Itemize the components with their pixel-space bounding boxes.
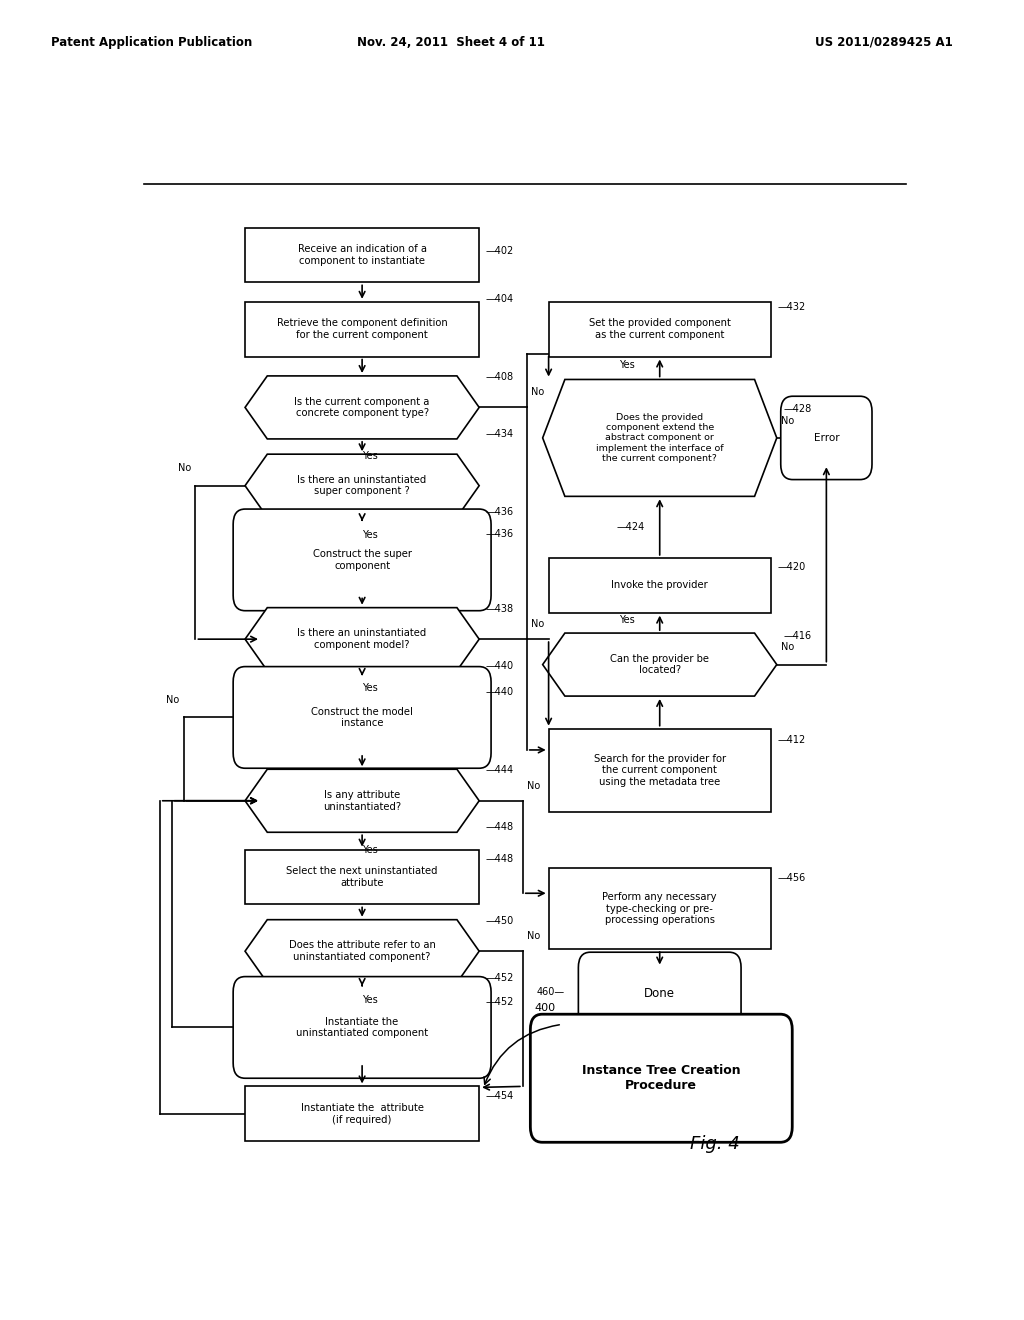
Polygon shape	[245, 454, 479, 517]
Text: US 2011/0289425 A1: US 2011/0289425 A1	[814, 36, 952, 49]
Text: Instantiate the
uninstantiated component: Instantiate the uninstantiated component	[296, 1016, 428, 1039]
Polygon shape	[543, 634, 777, 696]
FancyBboxPatch shape	[233, 667, 492, 768]
Polygon shape	[543, 379, 777, 496]
Text: —450: —450	[485, 916, 514, 925]
Text: Yes: Yes	[362, 682, 378, 693]
FancyBboxPatch shape	[549, 867, 771, 949]
Text: No: No	[780, 643, 794, 652]
Text: Yes: Yes	[362, 995, 378, 1005]
FancyBboxPatch shape	[579, 952, 741, 1036]
Text: Construct the super
component: Construct the super component	[312, 549, 412, 570]
Text: Instantiate the  attribute
(if required): Instantiate the attribute (if required)	[301, 1104, 424, 1125]
Text: Retrieve the component definition
for the current component: Retrieve the component definition for th…	[276, 318, 447, 341]
Text: —436: —436	[485, 507, 514, 517]
FancyBboxPatch shape	[530, 1014, 793, 1142]
Polygon shape	[245, 607, 479, 671]
FancyBboxPatch shape	[549, 558, 771, 612]
FancyBboxPatch shape	[245, 227, 479, 282]
FancyBboxPatch shape	[233, 510, 492, 611]
Text: No: No	[166, 696, 179, 705]
Text: Does the provided
component extend the
abstract component or
implement the inter: Does the provided component extend the a…	[596, 413, 724, 463]
Polygon shape	[245, 770, 479, 833]
Text: —456: —456	[777, 873, 806, 883]
Text: —432: —432	[777, 302, 806, 312]
Text: —428: —428	[783, 404, 811, 414]
FancyBboxPatch shape	[245, 850, 479, 904]
Text: —440: —440	[485, 686, 514, 697]
Text: No: No	[530, 387, 544, 397]
Text: Yes: Yes	[362, 845, 378, 854]
Text: Is the current component a
concrete component type?: Is the current component a concrete comp…	[295, 396, 430, 418]
Text: Yes: Yes	[618, 360, 634, 370]
Text: No: No	[526, 780, 540, 791]
FancyBboxPatch shape	[245, 1086, 479, 1142]
FancyBboxPatch shape	[549, 302, 771, 356]
Text: —424: —424	[616, 523, 644, 532]
Text: —440: —440	[485, 660, 514, 671]
Text: Instance Tree Creation
Procedure: Instance Tree Creation Procedure	[582, 1064, 740, 1092]
Text: —434: —434	[485, 429, 514, 438]
Text: —452: —452	[485, 997, 514, 1007]
Text: Is there an uninstantiated
super component ?: Is there an uninstantiated super compone…	[298, 475, 427, 496]
Text: —448: —448	[485, 822, 514, 832]
Text: Error: Error	[813, 433, 840, 444]
FancyBboxPatch shape	[549, 729, 771, 812]
Text: —402: —402	[485, 246, 514, 256]
Text: Construct the model
instance: Construct the model instance	[311, 706, 413, 729]
Text: Set the provided component
as the current component: Set the provided component as the curren…	[589, 318, 731, 341]
Text: Does the attribute refer to an
uninstantiated component?: Does the attribute refer to an uninstant…	[289, 940, 435, 962]
Text: —412: —412	[777, 735, 806, 744]
Text: —436: —436	[485, 529, 514, 540]
Text: No: No	[526, 931, 540, 941]
Text: Done: Done	[644, 987, 675, 1001]
Text: No: No	[780, 416, 794, 425]
Text: —438: —438	[485, 603, 514, 614]
Text: —416: —416	[783, 631, 811, 642]
Text: Fig. 4: Fig. 4	[690, 1135, 740, 1154]
FancyBboxPatch shape	[245, 302, 479, 356]
FancyBboxPatch shape	[780, 396, 872, 479]
Text: Patent Application Publication: Patent Application Publication	[51, 36, 253, 49]
Text: Nov. 24, 2011  Sheet 4 of 11: Nov. 24, 2011 Sheet 4 of 11	[356, 36, 545, 49]
Text: —444: —444	[485, 766, 514, 775]
Polygon shape	[245, 376, 479, 440]
Text: Search for the provider for
the current component
using the metadata tree: Search for the provider for the current …	[594, 754, 726, 787]
Text: Is any attribute
uninstantiated?: Is any attribute uninstantiated?	[323, 789, 401, 812]
Polygon shape	[245, 920, 479, 982]
Text: Yes: Yes	[362, 529, 378, 540]
Text: Yes: Yes	[362, 451, 378, 461]
Text: Is there an uninstantiated
component model?: Is there an uninstantiated component mod…	[298, 628, 427, 649]
Text: —452: —452	[485, 973, 514, 982]
Text: Yes: Yes	[618, 615, 634, 624]
Text: —420: —420	[777, 562, 806, 572]
Text: —454: —454	[485, 1090, 514, 1101]
Text: No: No	[530, 619, 544, 628]
Text: —408: —408	[485, 372, 514, 381]
Text: —448: —448	[485, 854, 514, 863]
Text: —404: —404	[485, 293, 514, 304]
Text: Invoke the provider: Invoke the provider	[611, 581, 708, 590]
Text: Select the next uninstantiated
attribute: Select the next uninstantiated attribute	[287, 866, 438, 888]
Text: No: No	[178, 463, 191, 474]
Text: 400: 400	[535, 1003, 555, 1014]
Text: Receive an indication of a
component to instantiate: Receive an indication of a component to …	[298, 244, 427, 265]
Text: Perform any necessary
type-checking or pre-
processing operations: Perform any necessary type-checking or p…	[602, 892, 717, 925]
Text: Can the provider be
located?: Can the provider be located?	[610, 653, 710, 676]
Text: 460—: 460—	[537, 987, 564, 997]
FancyBboxPatch shape	[233, 977, 492, 1078]
